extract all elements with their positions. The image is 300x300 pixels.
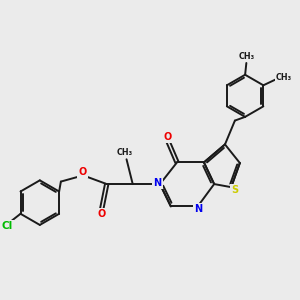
Text: CH₃: CH₃ (239, 52, 255, 61)
Text: S: S (231, 185, 239, 195)
Text: Cl: Cl (2, 221, 13, 231)
Text: N: N (153, 178, 162, 188)
Text: CH₃: CH₃ (117, 148, 133, 157)
Text: N: N (194, 204, 202, 214)
Text: O: O (164, 132, 172, 142)
Text: CH₃: CH₃ (276, 73, 292, 82)
Text: O: O (78, 167, 87, 177)
Text: O: O (97, 209, 105, 219)
